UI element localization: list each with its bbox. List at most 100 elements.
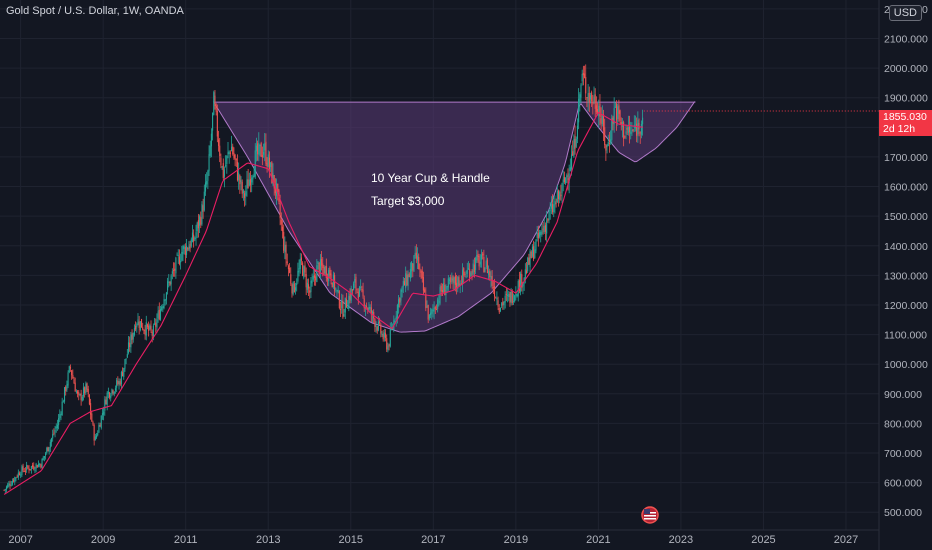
candle-body — [585, 77, 587, 94]
candle-body — [174, 268, 176, 271]
candle-body — [41, 458, 43, 469]
candle-body — [464, 274, 466, 276]
candle-body — [265, 141, 267, 164]
candle-body — [69, 367, 72, 369]
y-tick-label: 600.000 — [884, 478, 922, 490]
annotation-target[interactable]: Target $3,000 — [371, 194, 445, 208]
candle-body — [444, 285, 446, 296]
candle-body — [358, 286, 361, 297]
candle-body — [594, 94, 596, 109]
candle-body — [238, 172, 240, 181]
candle-body — [472, 263, 474, 275]
candle-body — [329, 267, 331, 276]
candle-body — [570, 154, 573, 170]
candle-body — [547, 218, 549, 221]
candle-body — [511, 291, 513, 304]
candle-body — [204, 182, 207, 192]
candle-body — [49, 442, 51, 448]
cup-and-handle-drawing[interactable] — [212, 101, 696, 333]
candle-body — [383, 332, 385, 338]
candle-body — [536, 232, 538, 239]
candle-body — [579, 94, 581, 102]
candle-body — [220, 157, 222, 166]
candle-body — [427, 305, 429, 320]
candle-body — [213, 92, 215, 116]
candle-body — [182, 246, 184, 254]
candle-body — [255, 145, 257, 152]
y-tick-label: 1700.000 — [884, 152, 928, 164]
candle-body — [576, 125, 578, 139]
candle-body — [575, 138, 577, 147]
candle-body — [498, 308, 500, 313]
candle-body — [258, 142, 260, 155]
flag-icon[interactable] — [641, 506, 659, 524]
candle-body — [382, 334, 384, 340]
candle-body — [72, 374, 74, 379]
candle-body — [568, 173, 570, 183]
candle-body — [283, 231, 285, 251]
candle-body — [344, 297, 346, 313]
x-tick-label: 2015 — [339, 534, 363, 546]
candle-body — [292, 281, 294, 295]
candle-body — [281, 226, 284, 232]
candle-body — [290, 274, 292, 284]
candle-body — [117, 381, 119, 385]
candle-body — [246, 179, 248, 189]
candle-body — [490, 276, 492, 280]
candle-body — [530, 251, 532, 259]
chart-title: Gold Spot / U.S. Dollar, 1W, OANDA — [6, 5, 184, 17]
candle-body — [300, 257, 302, 261]
annotation-cup-handle[interactable]: 10 Year Cup & Handle — [371, 171, 490, 185]
candle-body — [625, 131, 627, 134]
candle-body — [488, 270, 490, 275]
candle-body — [407, 274, 409, 287]
candle-body — [60, 413, 62, 415]
candle-body — [578, 98, 580, 123]
candle-body — [438, 301, 440, 303]
candle-body — [73, 379, 75, 384]
candle-body — [492, 287, 494, 289]
candle-body — [443, 282, 445, 293]
candle-body — [40, 464, 42, 468]
candle-body — [439, 287, 441, 304]
candle-body — [325, 266, 327, 279]
candle-body — [602, 114, 605, 131]
candle-body — [5, 486, 8, 490]
candle-body — [342, 300, 344, 318]
candle-body — [430, 312, 432, 316]
moving-average-line — [3, 111, 644, 495]
bar-countdown: 2d 12h — [883, 123, 916, 135]
candle-body — [28, 468, 30, 471]
candle-body — [321, 258, 323, 266]
candle-body — [556, 190, 558, 203]
last-price-value: 1855.030 — [883, 111, 927, 123]
candle-body — [62, 401, 64, 403]
candle-body — [446, 285, 448, 290]
candle-body — [75, 391, 77, 393]
candle-body — [36, 465, 38, 468]
candle-body — [130, 334, 132, 348]
candle-body — [605, 144, 607, 151]
candle-body — [242, 190, 244, 194]
candle-body — [386, 338, 388, 350]
candle-body — [188, 246, 190, 251]
candle-body — [53, 432, 55, 434]
candle-body — [200, 217, 202, 225]
candle-body — [351, 289, 353, 291]
candle-body — [531, 246, 533, 257]
y-tick-label: 800.000 — [884, 418, 922, 430]
candle-body — [7, 484, 9, 488]
candle-body — [45, 453, 47, 456]
candle-body — [595, 105, 597, 112]
candle-body — [201, 204, 203, 225]
candle-body — [112, 390, 114, 394]
candle-body — [267, 154, 269, 167]
x-tick-label: 2009 — [91, 534, 115, 546]
candle-body — [91, 413, 93, 422]
candle-body — [123, 367, 125, 377]
candle-body — [409, 269, 411, 279]
currency-button[interactable]: USD — [888, 5, 922, 21]
candle-body — [354, 279, 356, 283]
x-tick-label: 2019 — [504, 534, 528, 546]
